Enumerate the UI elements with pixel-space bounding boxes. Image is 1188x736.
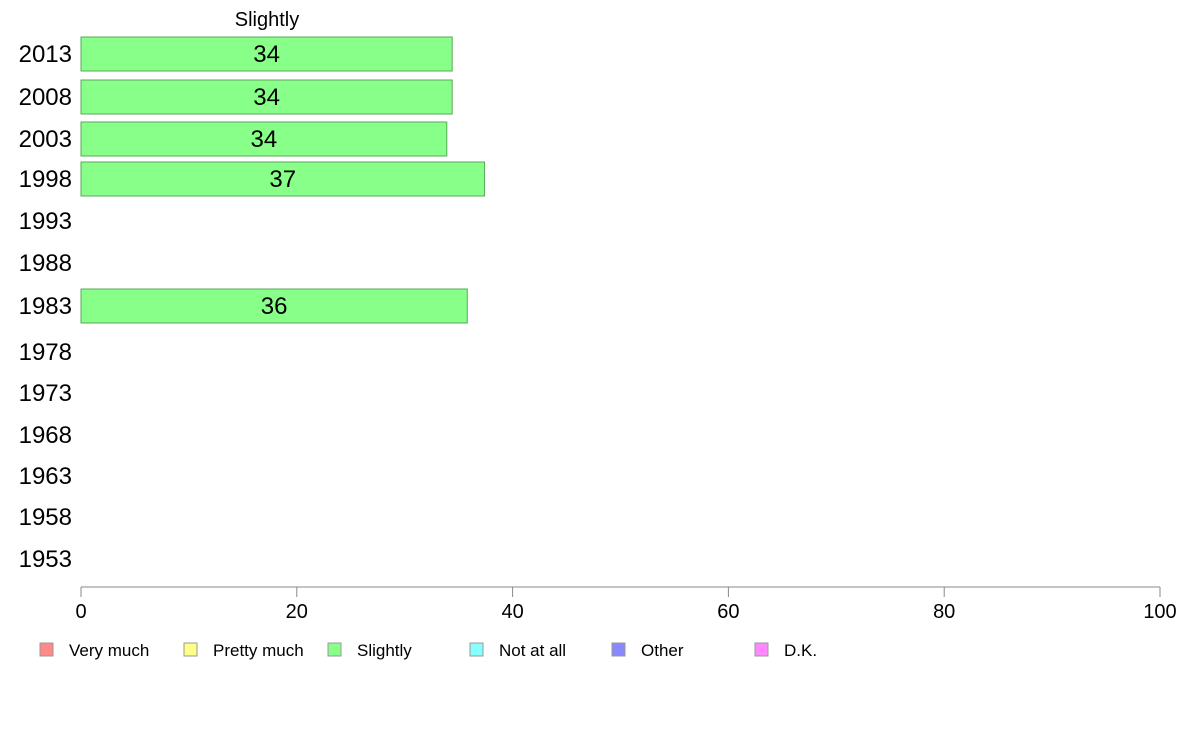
category-label-1953: 1953	[19, 546, 72, 573]
legend-label-other: Other	[641, 641, 684, 660]
x-tick-label-20: 20	[286, 601, 308, 623]
series-title: Slightly	[235, 9, 299, 31]
legend-swatch-d-k-	[754, 642, 769, 657]
legend-swatch-very-much	[39, 642, 54, 657]
category-label-2003: 2003	[19, 126, 72, 153]
legend-swatch-other	[611, 642, 626, 657]
legend-label-slightly: Slightly	[357, 641, 412, 660]
category-label-1983: 1983	[19, 293, 72, 320]
bar-value-label-2013: 34	[253, 41, 280, 68]
category-label-1978: 1978	[19, 339, 72, 366]
x-tick-label-100: 100	[1143, 601, 1176, 623]
category-label-2008: 2008	[19, 84, 72, 111]
category-label-2013: 2013	[19, 41, 72, 68]
bar-2013	[80, 36, 453, 72]
bar-value-label-2008: 34	[253, 84, 280, 111]
category-label-1993: 1993	[19, 208, 72, 235]
bar-1983	[80, 288, 468, 324]
bar-1998	[80, 161, 486, 197]
legend-swatch-slightly	[327, 642, 342, 657]
legend-swatch-not-at-all	[469, 642, 484, 657]
legend-label-pretty-much: Pretty much	[213, 641, 304, 660]
legend-label-d-k-: D.K.	[784, 641, 817, 660]
category-label-1958: 1958	[19, 504, 72, 531]
x-tick-label-40: 40	[501, 601, 523, 623]
legend-swatch-pretty-much	[183, 642, 198, 657]
bar-value-label-1998: 37	[269, 166, 296, 193]
x-tick-label-0: 0	[75, 601, 86, 623]
bar-value-label-1983: 36	[261, 293, 288, 320]
legend-label-very-much: Very much	[69, 641, 149, 660]
bar-2003	[80, 121, 448, 157]
x-tick-label-80: 80	[933, 601, 955, 623]
x-tick-label-60: 60	[717, 601, 739, 623]
category-label-1988: 1988	[19, 250, 72, 277]
category-label-1963: 1963	[19, 463, 72, 490]
legend-label-not-at-all: Not at all	[499, 641, 566, 660]
category-label-1998: 1998	[19, 166, 72, 193]
category-label-1973: 1973	[19, 380, 72, 407]
category-label-1968: 1968	[19, 422, 72, 449]
bar-value-label-2003: 34	[251, 126, 278, 153]
bar-2008	[80, 79, 453, 115]
